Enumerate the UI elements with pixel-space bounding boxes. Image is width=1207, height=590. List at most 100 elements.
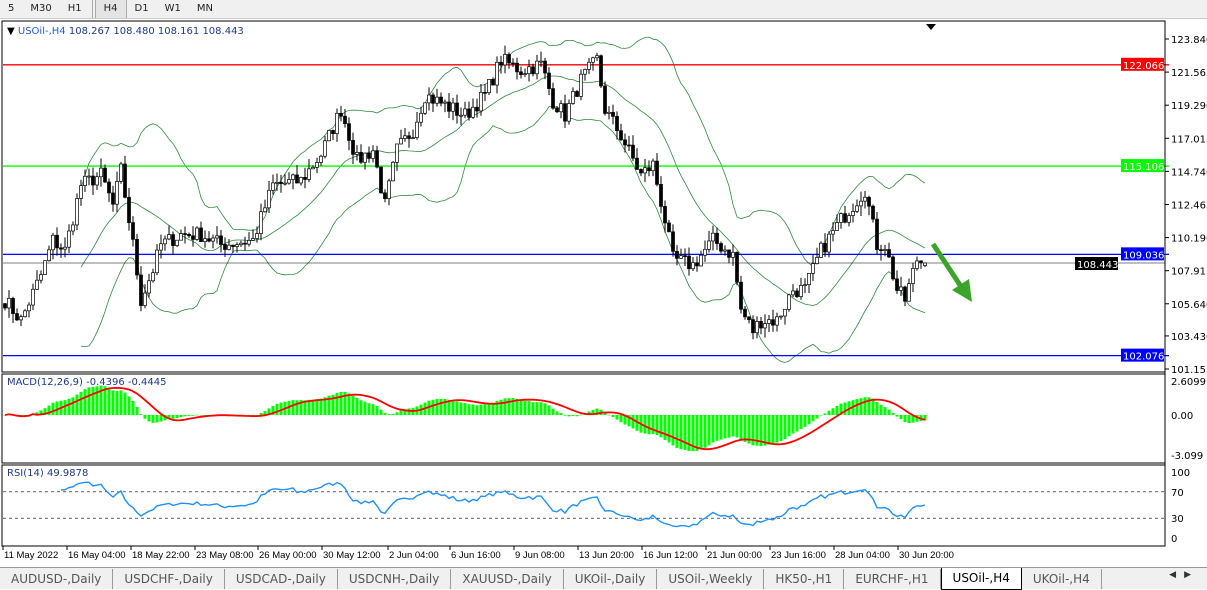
macd-histogram-bar [351,395,355,415]
candle [687,255,691,270]
rsi-tick-label: 30 [1171,514,1184,525]
candle [415,121,419,138]
candle [791,290,795,296]
macd-histogram-bar [159,415,163,422]
timeframe-w1[interactable]: W1 [164,3,181,14]
candle [647,167,651,172]
chart-tab[interactable]: XAUUSD-,Daily [451,569,564,589]
time-tick-label: 18 May 22:00 [132,550,190,561]
macd-histogram-bar [399,410,403,415]
candle [343,115,347,124]
macd-histogram-bar [183,415,187,417]
candle [483,91,487,94]
chart-tab[interactable]: EURCHF-,H1 [844,569,941,589]
macd-histogram-bar [451,400,455,415]
candle [47,249,51,262]
timeframe-mn[interactable]: MN [196,3,213,14]
macd-histogram-bar [763,415,767,446]
rsi-tick-label: 0 [1171,534,1177,545]
candle [395,143,399,163]
candle [119,163,123,182]
macd-histogram-bar [755,415,759,446]
bollinger-lower-band [80,106,926,363]
candle [263,207,267,213]
candle [283,182,287,185]
candle [107,181,111,194]
candle [51,234,55,251]
macd-histogram-bar [179,415,183,418]
timeframe-5[interactable]: 5 [8,3,15,14]
timeframe-m30[interactable]: M30 [30,3,52,14]
macd-histogram-bar [747,415,751,444]
rsi-panel [1,464,1166,547]
macd-histogram-bar [143,415,147,419]
time-tick-label: 23 May 08:00 [196,550,254,561]
price-tick-label: 101.155 [1171,365,1207,376]
candle [603,85,607,114]
macd-histogram-bar [155,415,159,423]
price-level-label: 122.066 [1123,61,1164,72]
macd-histogram-bar [655,415,659,436]
macd-histogram-bar [855,399,859,415]
macd-histogram-bar [259,413,263,415]
candle [679,255,683,259]
candle [567,103,571,122]
candle [535,60,539,75]
candle [655,160,659,185]
chart-tab[interactable]: USDCAD-,Daily [225,569,338,589]
candle [227,244,231,250]
macd-histogram-bar [75,394,79,415]
candle [907,283,911,302]
macd-histogram-bar [595,408,599,415]
macd-signal-line [4,386,926,451]
chart-tab[interactable]: USDCHF-,Daily [113,569,225,589]
macd-histogram-bar [483,404,487,415]
macd-histogram-bar [743,415,747,442]
macd-histogram-bar [371,404,375,415]
macd-histogram-bar [395,412,399,415]
macd-histogram-bar [771,415,775,444]
candle [215,235,219,239]
timeframe-h1[interactable]: H1 [67,3,82,14]
candle [191,235,195,240]
candle [295,174,299,184]
candle [531,66,535,75]
collapse-triangle-icon[interactable]: ▼ [7,26,15,37]
chart-tab[interactable]: USOil-,Weekly [657,569,765,589]
chart-tab[interactable]: UKOil-,H4 [1022,569,1102,589]
macd-histogram-bar [511,398,515,415]
candle [279,181,283,184]
timeframe-d1[interactable]: D1 [134,3,149,14]
candle [851,211,855,216]
macd-histogram-bar [331,394,335,415]
macd-histogram-bar [267,408,271,415]
chart-canvas[interactable]: 123.840 121.565 119.290 117.015 114.740 112.4… [0,0,1207,567]
candle [755,321,759,334]
macd-histogram-bar [915,415,919,422]
timeframe-h4[interactable]: H4 [94,0,127,18]
candle [211,237,215,242]
macd-histogram-bar [435,398,439,415]
chart-tab[interactable]: USDCNH-,Daily [338,569,452,589]
macd-histogram-bar [323,397,327,415]
candle [507,54,511,64]
candle [255,233,259,239]
candle [883,249,887,251]
macd-histogram-bar [391,413,395,415]
macd-histogram-bar [695,415,699,451]
candle [867,196,871,207]
chart-tab[interactable]: UKOil-,Daily [564,569,658,589]
chart-tab[interactable]: USOil-,H4 [940,568,1022,590]
macd-histogram-bar [591,409,595,415]
price-tick-label: 107.915 [1171,267,1207,278]
candle [815,257,819,264]
tab-scroll-arrows-icon[interactable]: ◀▶ [1169,570,1199,580]
chart-tab[interactable]: AUDUSD-,Daily [0,569,114,589]
macd-histogram-bar [527,401,531,415]
time-tick-label: 2 Jun 04:00 [389,550,439,561]
candle [767,319,771,324]
macd-histogram-bar [55,401,59,415]
chart-tab[interactable]: HK50-,H1 [764,569,845,589]
macd-histogram-bar [3,415,7,416]
candle [779,315,783,318]
